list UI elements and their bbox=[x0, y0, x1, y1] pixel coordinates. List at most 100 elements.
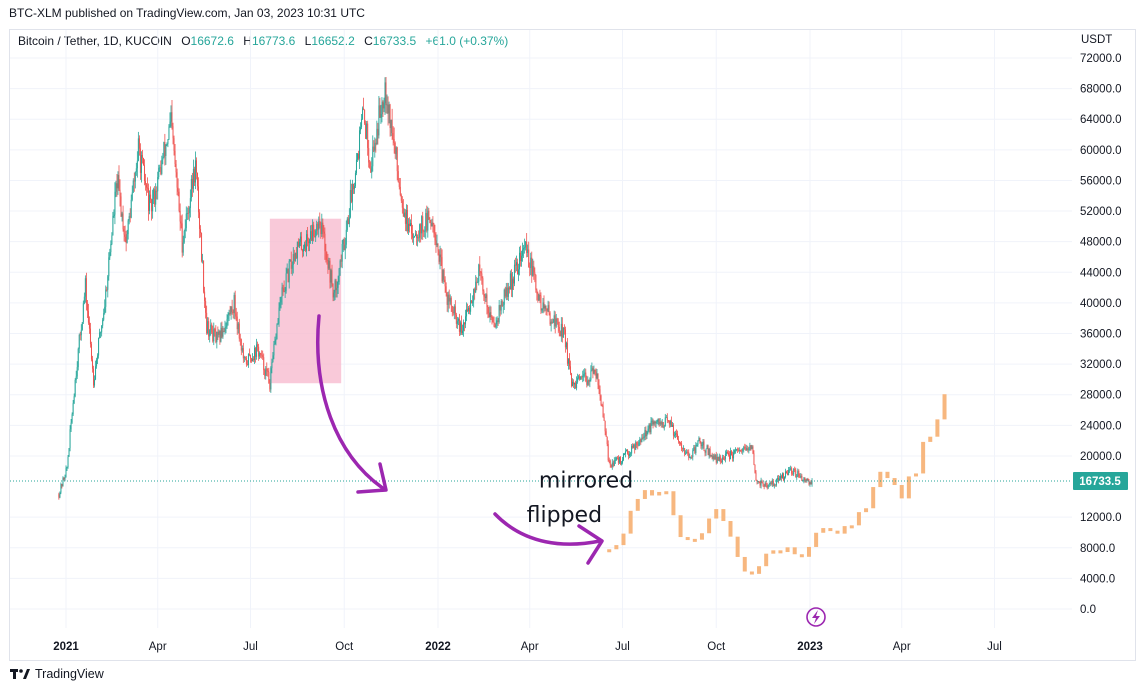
candle bbox=[757, 480, 759, 484]
candle bbox=[483, 289, 485, 302]
x-tick-label: Apr bbox=[149, 641, 167, 653]
candle bbox=[792, 470, 794, 476]
candle bbox=[310, 225, 312, 244]
candle bbox=[763, 484, 765, 490]
candle bbox=[490, 306, 492, 321]
candle bbox=[374, 137, 376, 158]
candle bbox=[169, 112, 171, 128]
candle bbox=[315, 229, 317, 242]
candle bbox=[165, 144, 167, 165]
candle bbox=[419, 223, 421, 243]
candle bbox=[760, 477, 762, 489]
candle bbox=[526, 233, 528, 258]
candle bbox=[203, 260, 205, 294]
candle bbox=[272, 352, 274, 363]
candle bbox=[396, 146, 398, 181]
projection-bar bbox=[806, 546, 811, 557]
candle bbox=[156, 186, 158, 200]
candle bbox=[422, 211, 424, 240]
candle bbox=[236, 311, 238, 335]
annotations: mirrored flipped bbox=[316, 314, 633, 565]
arrow-mirrored[interactable] bbox=[316, 314, 388, 494]
projection-bar bbox=[735, 536, 740, 557]
candle bbox=[264, 368, 266, 380]
projection-bar bbox=[928, 436, 933, 442]
candle bbox=[494, 322, 496, 328]
candle bbox=[219, 330, 221, 345]
candle bbox=[690, 456, 692, 460]
candle bbox=[312, 219, 314, 245]
candle bbox=[168, 124, 170, 141]
candle bbox=[99, 328, 101, 339]
candle bbox=[327, 253, 329, 274]
candle bbox=[227, 311, 229, 326]
y-tick-label: 28000.0 bbox=[1080, 390, 1122, 402]
candle bbox=[509, 270, 511, 290]
candle bbox=[750, 444, 752, 451]
candle bbox=[172, 122, 174, 145]
candle bbox=[287, 268, 289, 283]
candle bbox=[586, 375, 588, 388]
projection-bar bbox=[871, 487, 876, 509]
candle bbox=[59, 491, 61, 499]
candle bbox=[577, 373, 579, 384]
candle bbox=[176, 168, 178, 196]
symbol-name[interactable]: Bitcoin / Tether, 1D, KUCOIN bbox=[18, 34, 172, 48]
candle bbox=[412, 224, 414, 243]
candle bbox=[518, 263, 520, 282]
candle bbox=[225, 322, 227, 334]
candle bbox=[790, 465, 792, 471]
candle bbox=[612, 460, 614, 468]
candle bbox=[380, 104, 382, 124]
candle bbox=[98, 337, 100, 359]
lightning-icon[interactable] bbox=[806, 607, 826, 627]
candle bbox=[350, 183, 352, 204]
projection-bar bbox=[614, 545, 619, 550]
candle bbox=[702, 438, 704, 449]
candle bbox=[114, 182, 116, 225]
candle bbox=[154, 186, 156, 208]
annotation-mirrored[interactable]: mirrored bbox=[539, 468, 633, 493]
candle bbox=[632, 443, 634, 449]
candle bbox=[673, 431, 675, 438]
candle bbox=[726, 450, 728, 455]
candle bbox=[360, 122, 362, 135]
tradingview-logo-icon bbox=[10, 669, 30, 679]
candle bbox=[661, 419, 663, 428]
candle bbox=[466, 302, 468, 322]
candle bbox=[314, 229, 316, 238]
candle bbox=[783, 472, 785, 482]
candle bbox=[457, 317, 459, 326]
candle bbox=[406, 204, 408, 234]
candle bbox=[105, 285, 107, 313]
candle bbox=[548, 301, 550, 316]
candle bbox=[383, 97, 385, 113]
projection-bar bbox=[856, 512, 861, 526]
candle bbox=[387, 96, 389, 126]
projection-bar bbox=[642, 490, 647, 499]
candle bbox=[626, 449, 628, 452]
footer-brand[interactable]: TradingView bbox=[10, 667, 104, 681]
candle bbox=[525, 241, 527, 251]
arrow-flipped[interactable] bbox=[493, 512, 604, 565]
candle bbox=[594, 369, 596, 376]
candle bbox=[378, 96, 380, 139]
candle bbox=[171, 99, 173, 130]
x-axis[interactable]: 2021 Apr Jul Oct 2022 Apr Jul Oct 2023 Apr Jul bbox=[53, 641, 1002, 653]
candle bbox=[420, 223, 422, 243]
candle bbox=[539, 289, 541, 304]
candle bbox=[417, 234, 419, 247]
candle bbox=[192, 159, 194, 193]
candle bbox=[701, 441, 703, 450]
candle bbox=[500, 299, 502, 315]
candle bbox=[233, 292, 235, 320]
candle bbox=[215, 325, 217, 344]
candle bbox=[540, 292, 542, 314]
y-axis[interactable]: 72000.0 68000.0 64000.0 60000.0 56000.0 52000… bbox=[1073, 53, 1128, 616]
candle bbox=[571, 372, 573, 388]
candle bbox=[136, 151, 138, 178]
candle bbox=[297, 238, 299, 248]
candle bbox=[640, 438, 642, 445]
annotation-flipped[interactable]: flipped bbox=[527, 503, 602, 528]
